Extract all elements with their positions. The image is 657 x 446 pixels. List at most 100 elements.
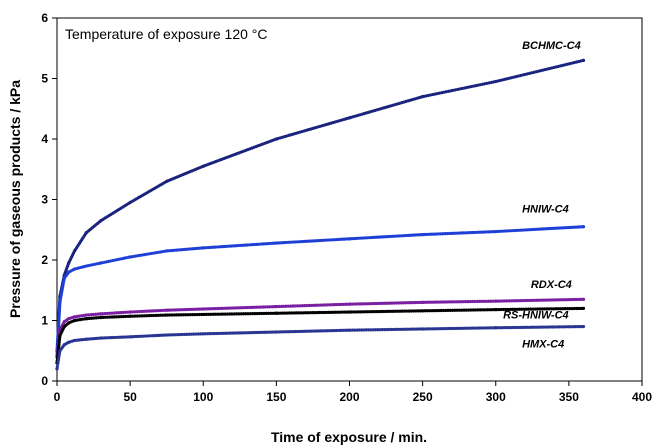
y-tick-label: 3 bbox=[41, 193, 48, 207]
data-point bbox=[67, 261, 71, 265]
data-point bbox=[128, 255, 132, 259]
data-point bbox=[99, 312, 103, 316]
data-point bbox=[201, 312, 205, 317]
data-point bbox=[62, 324, 66, 329]
data-point bbox=[99, 219, 103, 223]
x-tick-label: 350 bbox=[559, 390, 579, 404]
x-axis-ticks: 0 50 100 150 200 250 300 350 400 bbox=[54, 381, 652, 404]
y-tick-label: 6 bbox=[41, 11, 48, 25]
data-point bbox=[67, 270, 71, 274]
data-point bbox=[99, 315, 103, 320]
data-point bbox=[99, 261, 103, 265]
data-point bbox=[165, 249, 169, 253]
y-tick-label: 0 bbox=[41, 374, 48, 388]
data-point bbox=[581, 297, 586, 301]
x-tick-label: 400 bbox=[632, 390, 652, 404]
data-point bbox=[165, 308, 169, 312]
series-label: HNIW-C4 bbox=[522, 204, 569, 216]
data-point bbox=[67, 321, 71, 325]
data-point bbox=[84, 264, 88, 268]
data-point bbox=[62, 320, 66, 324]
data-point bbox=[67, 340, 71, 344]
data-point bbox=[494, 79, 498, 84]
data-point bbox=[494, 326, 498, 330]
x-axis-title: Time of exposure / min. bbox=[271, 429, 427, 445]
data-point bbox=[421, 232, 425, 237]
data-point bbox=[494, 229, 498, 234]
data-point bbox=[128, 200, 132, 205]
x-tick-label: 0 bbox=[54, 390, 61, 404]
data-point bbox=[165, 179, 169, 183]
x-tick-label: 250 bbox=[413, 390, 433, 404]
data-point bbox=[84, 231, 88, 235]
data-point bbox=[72, 249, 77, 253]
data-point bbox=[62, 343, 66, 347]
series-label: RDX-C4 bbox=[531, 279, 572, 291]
data-point bbox=[581, 324, 586, 329]
data-point bbox=[128, 335, 132, 339]
data-point bbox=[84, 317, 88, 321]
annotation: Temperature of exposure 120 °C bbox=[65, 26, 268, 42]
y-tick-label: 1 bbox=[41, 314, 48, 328]
data-point bbox=[347, 302, 352, 306]
data-point bbox=[347, 237, 352, 241]
data-point bbox=[72, 267, 77, 271]
data-point bbox=[67, 317, 71, 321]
data-point bbox=[274, 311, 278, 315]
y-tick-label: 5 bbox=[41, 72, 48, 86]
x-tick-label: 200 bbox=[339, 390, 359, 404]
series-layer bbox=[55, 58, 586, 371]
data-point bbox=[421, 300, 425, 304]
series-hniw-c4 bbox=[55, 225, 586, 353]
data-point bbox=[165, 313, 169, 317]
plot-area bbox=[56, 17, 643, 382]
data-point bbox=[347, 328, 352, 332]
data-point bbox=[201, 307, 205, 311]
x-tick-label: 150 bbox=[266, 390, 286, 404]
data-point bbox=[347, 310, 352, 314]
data-point bbox=[494, 308, 498, 312]
data-point bbox=[274, 330, 278, 334]
data-point bbox=[201, 164, 205, 168]
data-point bbox=[72, 315, 77, 319]
series-hmx-c4 bbox=[55, 324, 586, 371]
data-point bbox=[421, 309, 425, 313]
data-point bbox=[165, 333, 169, 337]
data-point bbox=[128, 314, 132, 318]
data-point bbox=[62, 276, 66, 280]
data-point bbox=[494, 299, 498, 303]
data-point bbox=[201, 246, 205, 250]
data-point bbox=[84, 337, 88, 341]
data-point bbox=[421, 95, 425, 99]
data-point bbox=[99, 336, 103, 340]
data-point bbox=[58, 334, 62, 338]
y-axis-title: Pressure of gaseous products / kPa bbox=[7, 80, 23, 318]
data-point bbox=[84, 313, 88, 317]
x-tick-label: 300 bbox=[486, 390, 506, 404]
data-point bbox=[347, 116, 352, 120]
data-point bbox=[274, 137, 278, 141]
data-point bbox=[55, 367, 59, 371]
data-point bbox=[581, 225, 586, 229]
series-label: BCHMC-C4 bbox=[522, 40, 581, 52]
data-point bbox=[274, 241, 278, 245]
series-label: RS-HNIW-C4 bbox=[503, 309, 569, 321]
series-label: HMX-C4 bbox=[522, 338, 564, 350]
y-tick-label: 4 bbox=[41, 132, 48, 146]
data-point bbox=[201, 332, 205, 336]
series-labels: BCHMC-C4 HNIW-C4 RDX-C4 RS-HNIW-C4 HMX-C4 bbox=[503, 40, 581, 350]
data-point bbox=[581, 306, 586, 310]
series-rs-hniw-c4 bbox=[55, 306, 586, 365]
data-point bbox=[58, 300, 62, 304]
data-point bbox=[72, 338, 77, 343]
y-axis-ticks: 0 1 2 3 4 5 6 bbox=[41, 11, 57, 388]
x-tick-label: 50 bbox=[123, 390, 137, 404]
data-point bbox=[421, 327, 425, 331]
data-point bbox=[274, 304, 278, 309]
data-point bbox=[581, 58, 586, 62]
y-tick-label: 2 bbox=[41, 253, 48, 267]
x-tick-label: 100 bbox=[193, 390, 213, 404]
data-point bbox=[58, 349, 62, 353]
data-point bbox=[128, 310, 132, 314]
